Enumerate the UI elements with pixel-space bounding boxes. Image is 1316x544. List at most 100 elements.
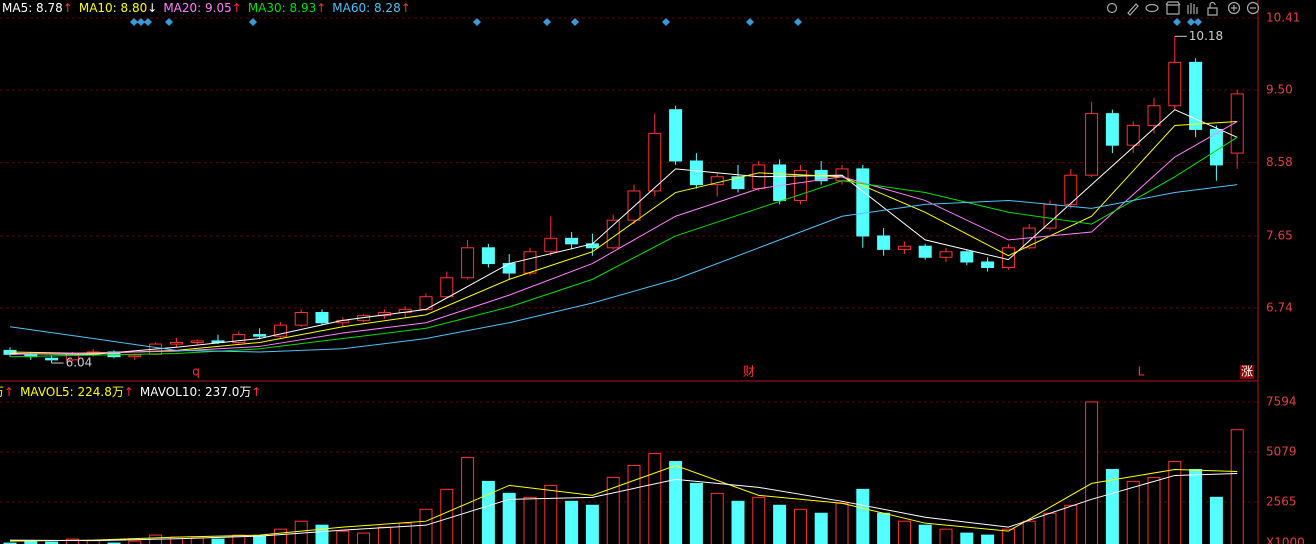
volume-bar [377, 526, 391, 544]
candle-body [939, 251, 953, 258]
volume-bar [253, 535, 267, 544]
volume-bar [814, 512, 828, 544]
candle-body [190, 340, 204, 343]
volume-bar [606, 476, 620, 544]
event-marker [130, 18, 1202, 26]
volume-bar [627, 465, 641, 544]
candle-body [440, 277, 454, 298]
volume-bar [981, 534, 995, 544]
candle-body [897, 245, 911, 250]
legend-arrow: ↑ [124, 385, 134, 399]
ma-line [9, 184, 1238, 353]
y-tick-label: 5079 [1266, 445, 1297, 459]
candle-body [565, 237, 579, 245]
y-tick-label: 7594 [1266, 395, 1297, 409]
candle-body [689, 160, 703, 186]
volume-bar [45, 541, 59, 544]
candle-body [606, 219, 620, 249]
volume-bar [1105, 468, 1119, 544]
candle-body [294, 312, 308, 326]
candle-body [981, 261, 995, 269]
candle-body [461, 247, 475, 279]
marker-label: 涨 [1241, 364, 1253, 379]
volume-bar [461, 457, 475, 544]
volume-bar [1043, 512, 1057, 544]
zoom-in-icon[interactable] [1227, 1, 1241, 15]
volume-bar [1126, 480, 1140, 544]
settings-icon[interactable] [1106, 2, 1118, 14]
draw-icon[interactable] [1127, 3, 1139, 16]
volume-bar [856, 488, 870, 544]
volume-bar [211, 538, 225, 544]
volume-bar [897, 520, 911, 544]
volume-bar [752, 496, 766, 544]
volume-bar [523, 496, 537, 544]
volume-bar [190, 537, 204, 544]
candle-body [773, 164, 787, 201]
volume-bar [939, 528, 953, 544]
volume-bar [128, 540, 142, 544]
lock-icon[interactable] [1207, 1, 1218, 16]
ma-line [9, 109, 1238, 355]
shop-icon[interactable] [1165, 1, 1181, 15]
candle-body [1126, 124, 1140, 146]
event-markers [130, 18, 1202, 26]
legend-text: MA60: 8.28 [332, 1, 400, 15]
zoom-in-plus [1231, 5, 1237, 11]
candle-body [1189, 61, 1203, 130]
candle-body [1001, 247, 1015, 269]
annotation-label: 6.04 [66, 356, 93, 370]
y-tick-label: 6.74 [1266, 300, 1293, 314]
volume-bar [1230, 429, 1244, 544]
volume-bar [669, 461, 683, 544]
volume-bar [440, 488, 454, 544]
candle-body [1209, 128, 1223, 166]
volume-bar [419, 508, 433, 544]
volume-bar [1085, 401, 1099, 544]
ma-line [9, 464, 1238, 542]
volume-unit: X1000 [1266, 536, 1305, 544]
candle-body [877, 235, 891, 250]
candle-body [481, 247, 495, 265]
volume-bar [65, 538, 79, 544]
legend-text: MA20: 9.05 [163, 1, 231, 15]
volume-bar [877, 512, 891, 544]
legend: MA5: 8.78↑ MA10: 8.80↓ MA20: 9.05↑ MA30: 8.… [2, 1, 411, 15]
volume-bar [1147, 476, 1161, 544]
candle-body [232, 334, 246, 343]
y-tick-label: 8.58 [1266, 155, 1293, 169]
candle-body [1147, 105, 1161, 126]
zoom-out-icon[interactable] [1246, 1, 1260, 15]
marker-badge [1240, 365, 1254, 379]
legend-text: MA30: 8.93 [248, 1, 316, 15]
y-tick-label: 9.50 [1266, 82, 1293, 96]
volume-bar [357, 532, 371, 544]
marker-label: 财 [743, 365, 755, 379]
candle-body [731, 176, 745, 190]
legend: 万↑MAVOL5: 224.8万↑MAVOL10: 237.0万↑ [0, 385, 261, 399]
hand-icon[interactable] [1187, 3, 1198, 14]
candle-body [1168, 61, 1182, 107]
legend-text: 万 [0, 385, 4, 399]
toolbar [1106, 1, 1260, 16]
candle-body [793, 169, 807, 201]
candle-body [502, 263, 516, 274]
candle-body [253, 334, 267, 337]
candle-body [1064, 174, 1078, 205]
volume-bar [1189, 468, 1203, 544]
candle-body [169, 341, 183, 345]
volume-bar [1209, 496, 1223, 544]
volume-bar [793, 508, 807, 544]
y-tick-label: 2565 [1266, 495, 1297, 509]
volume-bar [273, 528, 287, 544]
y-tick-label: 10.41 [1266, 11, 1300, 25]
candle-body [273, 324, 287, 337]
eye-icon[interactable] [1145, 3, 1159, 13]
y-tick-label: 7.65 [1266, 228, 1293, 242]
candle-body [45, 357, 59, 361]
volume-bar [1022, 520, 1036, 544]
legend-text: MAVOL5: 224.8万 [20, 385, 124, 399]
volume-bar [336, 530, 350, 544]
legend-arrow: ↑ [4, 385, 14, 399]
